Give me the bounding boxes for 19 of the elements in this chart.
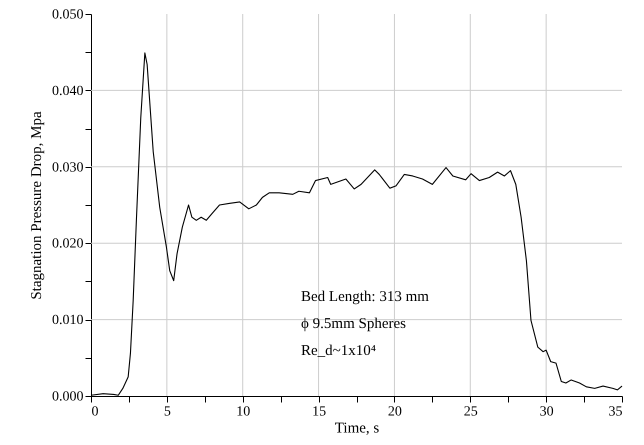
annotation: Bed Length: 313 mm <box>301 289 430 305</box>
y-tick-label: 0.000 <box>52 390 84 404</box>
x-tick-label: 10 <box>236 404 250 420</box>
y-tick-label: 0.030 <box>52 160 84 176</box>
annotation: ϕ 9.5mm Spheres <box>301 316 406 332</box>
y-tick-label: 0.020 <box>52 236 84 252</box>
y-tick-label: 0.010 <box>52 313 84 328</box>
y-tick-label: 0.040 <box>52 84 84 99</box>
y-axis-title: Stagnation Pressure Drop, Mpa <box>29 111 45 300</box>
x-tick-label: 15 <box>312 404 326 420</box>
annotation: Re_d~1x10⁴ <box>301 343 376 359</box>
x-tick-label: 30 <box>540 404 554 420</box>
x-tick-label: 5 <box>164 404 171 420</box>
x-tick-label: 25 <box>464 404 478 420</box>
x-axis-title: Time, s <box>334 420 380 436</box>
x-tick-label: 0 <box>92 404 98 420</box>
x-tick-label: 20 <box>388 404 402 420</box>
y-tick-label: 0.050 <box>52 8 84 22</box>
x-tick-label: 35 <box>608 404 622 420</box>
